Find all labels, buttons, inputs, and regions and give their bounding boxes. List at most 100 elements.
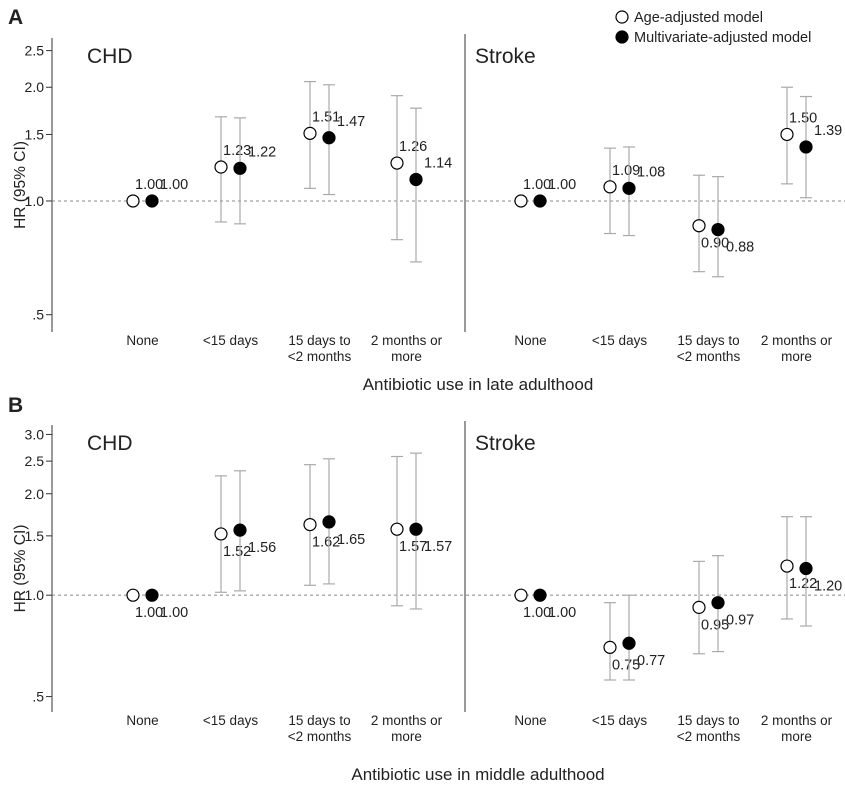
point-age-adjusted (603, 640, 617, 654)
point-multivariate (533, 588, 547, 602)
data-label: 1.65 (337, 532, 365, 548)
legend-marker-2 (615, 30, 629, 44)
data-label: 0.95 (701, 617, 729, 633)
data-label: 1.62 (312, 535, 340, 551)
y-tick-label: 1.0 (25, 193, 45, 209)
panel-b: B .5 1.0 1.5 2.0 2.5 3.0 HR (95% CI) CHD None <15 … (8, 394, 845, 784)
data-label: 1.22 (248, 144, 276, 160)
legend-marker-1 (615, 10, 629, 24)
subpanel-title-chd: CHD (87, 432, 133, 455)
data-label: 1.00 (160, 605, 188, 621)
data-label: 1.51 (312, 109, 340, 125)
y-tick-label: 1.5 (25, 528, 45, 544)
category-label: <2 months (288, 349, 352, 364)
category-label: <15 days (203, 333, 258, 348)
data-label: 1.00 (548, 605, 576, 621)
category-label: 2 months or (761, 713, 833, 728)
point-age-adjusted (603, 180, 617, 194)
category-label: 15 days to (677, 333, 739, 348)
point-age-adjusted (303, 126, 317, 140)
point-multivariate (409, 522, 423, 536)
category-label: 15 days to (677, 713, 739, 728)
y-axis-label: HR (95% CI) (12, 525, 29, 613)
data-label: 1.00 (135, 605, 163, 621)
category-label: <15 days (592, 713, 647, 728)
data-label: 1.00 (160, 177, 188, 193)
data-label: 1.52 (223, 544, 251, 560)
y-tick-label: 2.0 (25, 79, 45, 95)
y-tick-label: .5 (32, 307, 44, 323)
data-label: 0.77 (637, 653, 665, 669)
data-label: 0.88 (726, 240, 754, 256)
data-label: 1.00 (135, 177, 163, 193)
category-label: more (781, 729, 812, 744)
data-label: 1.20 (814, 579, 842, 595)
y-tick-label: .5 (32, 689, 44, 705)
category-label: more (391, 349, 422, 364)
data-label: 1.39 (814, 123, 842, 139)
category-label: more (391, 729, 422, 744)
subpanel-title-stroke: Stroke (475, 45, 536, 68)
point-multivariate (322, 515, 336, 529)
data-label: 1.08 (637, 164, 665, 180)
point-age-adjusted (214, 160, 228, 174)
category-label: <15 days (203, 713, 258, 728)
data-label: 0.97 (726, 613, 754, 629)
y-tick-label: 3.0 (25, 426, 45, 442)
point-multivariate (533, 194, 547, 208)
data-label: 1.50 (789, 110, 817, 126)
y-tick-label: 2.5 (25, 453, 45, 469)
point-age-adjusted (780, 127, 794, 142)
point-multivariate (233, 161, 247, 175)
subpanel-title-stroke: Stroke (475, 432, 536, 455)
point-age-adjusted (390, 156, 404, 170)
point-age-adjusted (390, 522, 404, 536)
x-axis-label: Antibiotic use in middle adulthood (351, 765, 604, 784)
point-age-adjusted (126, 588, 140, 602)
point-multivariate (711, 596, 725, 610)
category-label: more (781, 349, 812, 364)
category-label: None (514, 713, 546, 728)
point-multivariate (622, 181, 636, 195)
legend-label-1: Age-adjusted model (634, 10, 763, 26)
data-label: 1.14 (424, 155, 452, 171)
category-label: None (514, 333, 546, 348)
point-age-adjusted (514, 588, 528, 602)
category-label: 15 days to (288, 713, 350, 728)
legend: Age-adjusted model Multivariate-adjusted … (615, 10, 811, 46)
data-label: 1.22 (789, 576, 817, 592)
category-label: <2 months (677, 729, 741, 744)
data-label: 1.00 (523, 605, 551, 621)
data-label: 1.26 (399, 139, 427, 155)
point-multivariate (145, 588, 159, 602)
point-multivariate (233, 523, 247, 537)
panel-letter: A (8, 6, 23, 29)
y-axis-label: HR (95% CI) (12, 141, 29, 229)
category-label: 2 months or (371, 713, 443, 728)
data-label: 1.57 (424, 539, 452, 555)
data-label: 1.00 (523, 177, 551, 193)
category-label: 2 months or (371, 333, 443, 348)
data-label: 1.09 (612, 163, 640, 179)
data-label: 1.57 (399, 539, 427, 555)
category-label: <2 months (677, 349, 741, 364)
point-age-adjusted (214, 527, 228, 541)
point-age-adjusted (514, 194, 528, 208)
y-tick-label: 1.5 (25, 126, 45, 142)
point-multivariate (799, 561, 813, 576)
point-multivariate (799, 140, 813, 154)
category-label: <15 days (592, 333, 647, 348)
legend-label-2: Multivariate-adjusted model (634, 30, 811, 46)
category-label: 2 months or (761, 333, 833, 348)
category-label: None (126, 333, 158, 348)
point-multivariate (622, 636, 636, 650)
data-label: 0.90 (701, 236, 729, 252)
y-tick-label: 2.0 (25, 486, 45, 502)
point-age-adjusted (303, 517, 317, 532)
category-label: 15 days to (288, 333, 350, 348)
y-tick-label: 1.0 (25, 587, 45, 603)
data-label: 0.75 (612, 657, 640, 673)
point-age-adjusted (126, 194, 140, 208)
point-multivariate (145, 194, 159, 208)
